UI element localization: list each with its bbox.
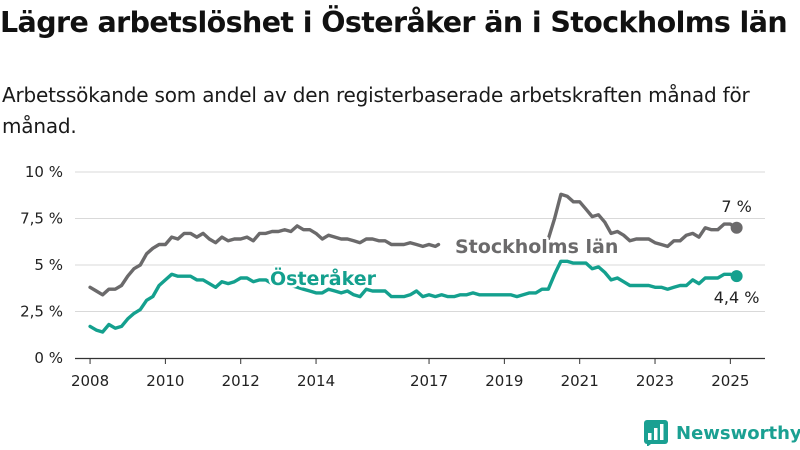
- newsworthy-logo[interactable]: Newsworthy: [644, 420, 800, 446]
- osteraker-end-point: [730, 270, 743, 283]
- bar-chart-logo-icon: [644, 420, 668, 446]
- gridlines: [75, 171, 765, 312]
- x-tick-label: 2017: [410, 372, 448, 390]
- stockholms-lan-series-label: Stockholms län: [455, 236, 618, 258]
- x-tick-label: 2014: [297, 372, 335, 390]
- osteraker-end-label: 4,4 %: [714, 288, 760, 307]
- y-tick-label: 7,5 %: [20, 210, 63, 228]
- x-tick-label: 2021: [561, 372, 599, 390]
- chart-subtitle: Arbetssökande som andel av den registerb…: [2, 83, 750, 138]
- series-labels: 7 % Stockholms län 4,4 % Österåker: [268, 197, 760, 307]
- stockholms-lan-line: [88, 224, 441, 297]
- stockholms-lan-end-label: 7 %: [721, 197, 751, 216]
- stockholms-lan-end-point: [730, 221, 743, 234]
- x-tick-label: 2010: [146, 372, 184, 390]
- x-tick-label: 2008: [71, 372, 109, 390]
- brand-name: Newsworthy: [676, 422, 800, 444]
- y-tick-label: 10 %: [25, 163, 63, 181]
- x-tick-label: 2019: [485, 372, 523, 390]
- series-lines: [88, 192, 743, 334]
- x-tick-label: 2023: [636, 372, 674, 390]
- osteraker-series-label: Österåker: [270, 266, 377, 290]
- stockholms-lan-line: [546, 192, 739, 249]
- y-axis-labels: 0 % 2,5 % 5 % 7,5 % 10 %: [20, 163, 63, 367]
- x-axis: 2008 2010 2012 2014 2017 2019 2021 2023 2025: [71, 357, 765, 390]
- chart-title: Lägre arbetslöshet i Österåker än i Stoc…: [0, 6, 788, 39]
- osteraker-line: [88, 259, 739, 334]
- y-tick-label: 2,5 %: [20, 303, 63, 321]
- x-tick-label: 2012: [222, 372, 260, 390]
- x-tick-label: 2025: [711, 372, 749, 390]
- y-tick-label: 0 %: [34, 349, 63, 367]
- y-tick-label: 5 %: [34, 256, 63, 274]
